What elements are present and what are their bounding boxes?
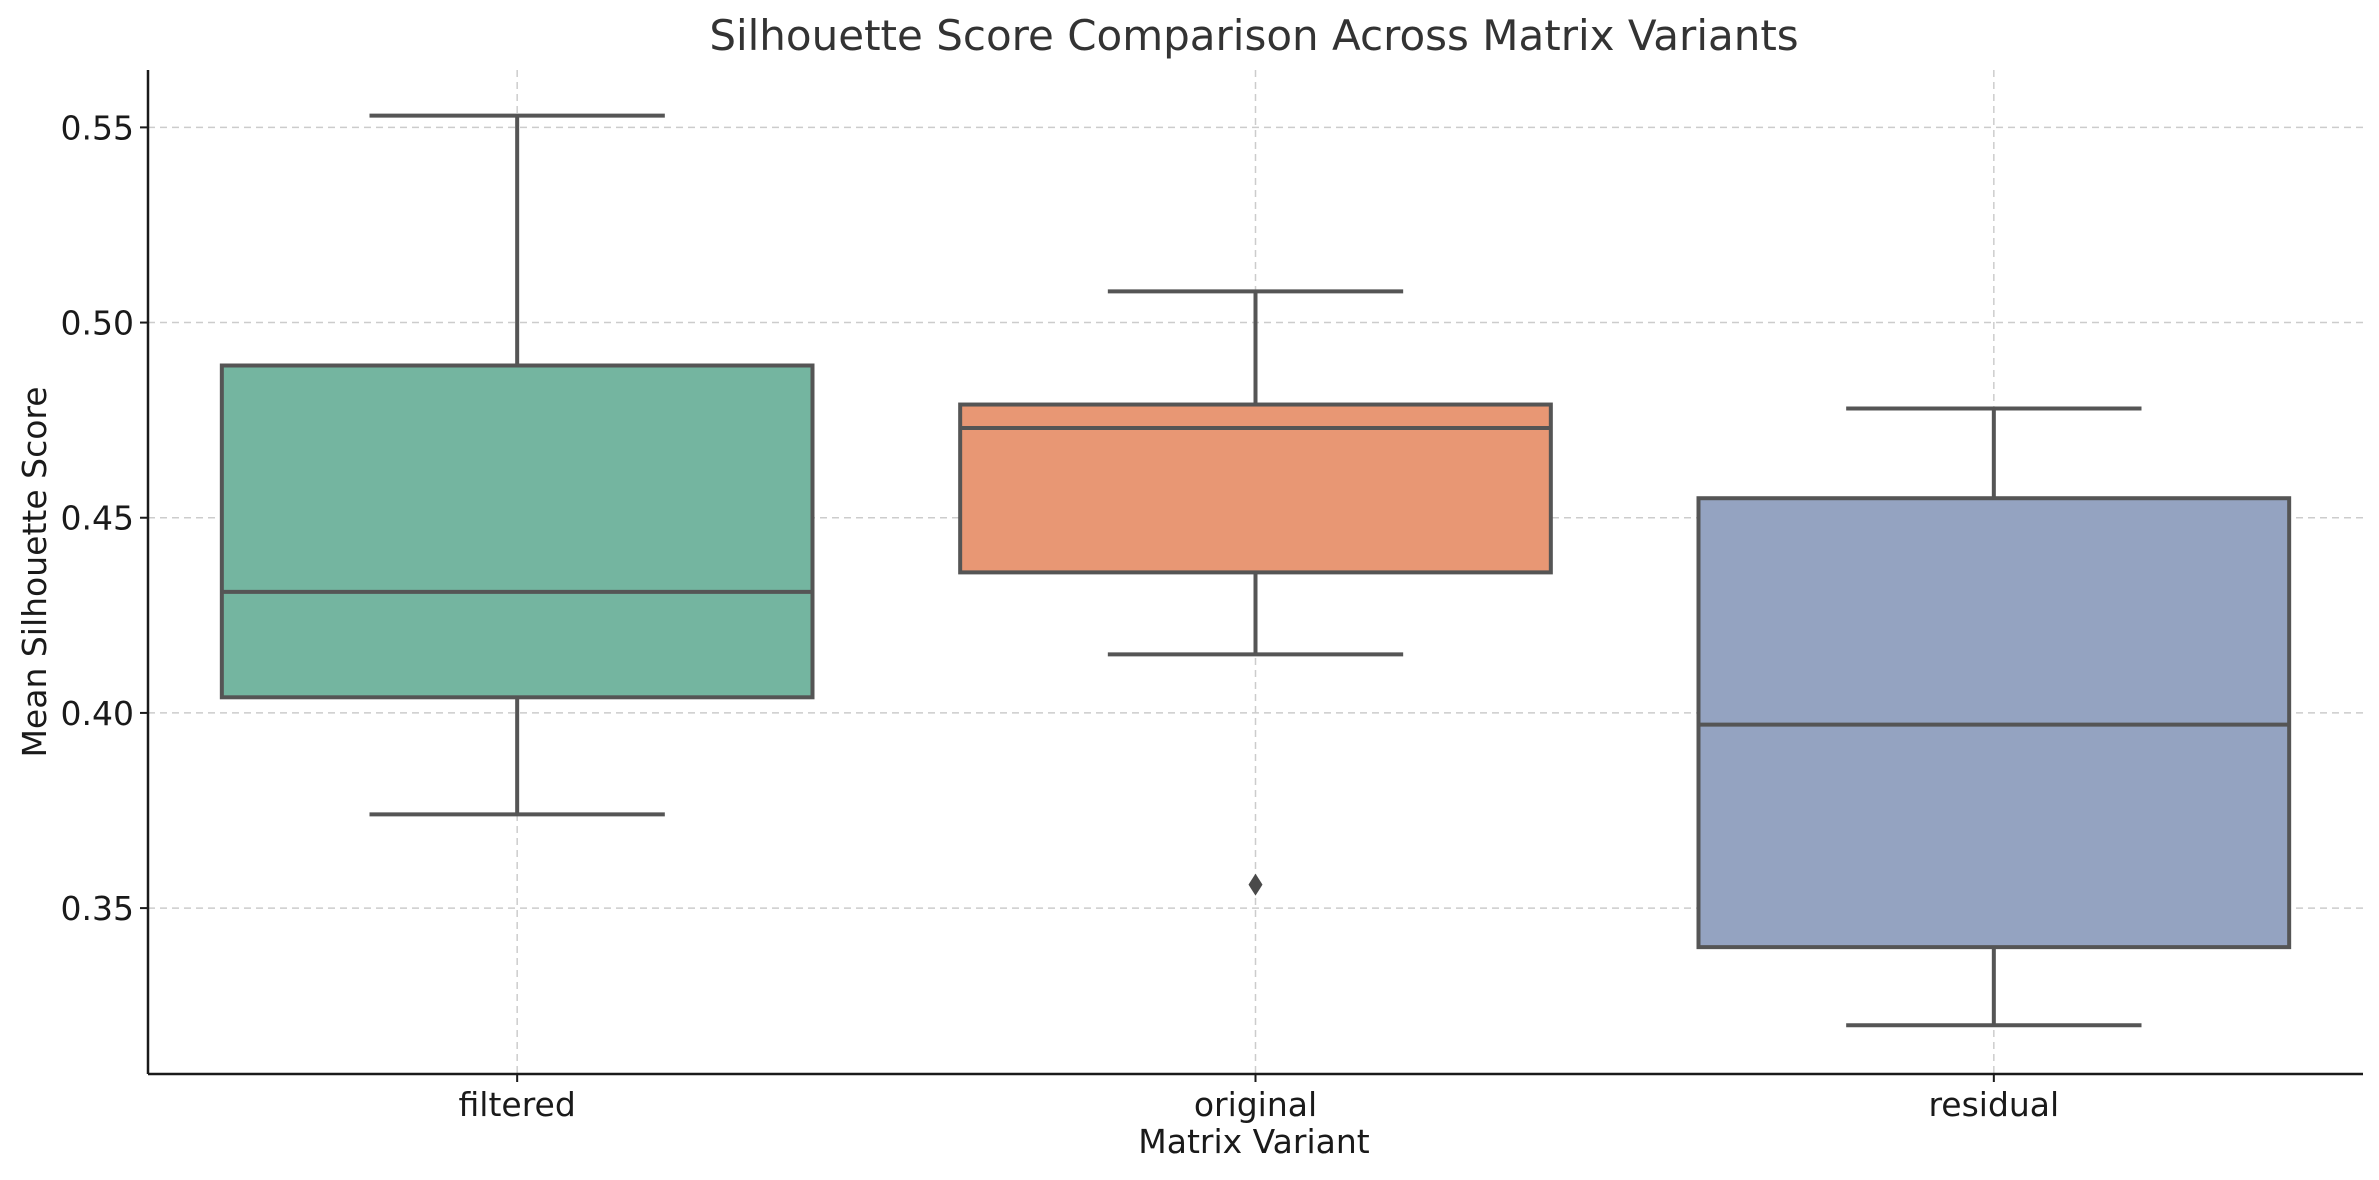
y-tick-label: 0.55 <box>61 108 134 147</box>
tick-labels: 0.35 0.40 0.45 0.50 0.55 filtered original resi… <box>61 108 2060 1124</box>
outlier-point <box>1248 873 1263 896</box>
y-tick-label: 0.40 <box>61 694 134 733</box>
x-tick-label: residual <box>1928 1085 2059 1124</box>
box-group-filtered <box>219 113 815 817</box>
chart-title: Silhouette Score Comparison Across Matri… <box>709 11 1798 60</box>
y-axis-label: Mean Silhouette Score <box>15 386 54 757</box>
x-axis-label: Matrix Variant <box>1138 1122 1369 1161</box>
iqr-box <box>958 402 1553 575</box>
box-group-original <box>958 289 1553 896</box>
iqr-box <box>219 363 815 700</box>
y-tick-label: 0.35 <box>61 889 134 928</box>
y-tick-label: 0.45 <box>61 499 134 538</box>
box-group-residual <box>1696 406 2292 1028</box>
boxes <box>219 113 2292 1028</box>
x-tick-label: filtered <box>459 1085 576 1124</box>
y-tick-label: 0.50 <box>61 304 134 343</box>
x-tick-label: original <box>1194 1085 1317 1124</box>
